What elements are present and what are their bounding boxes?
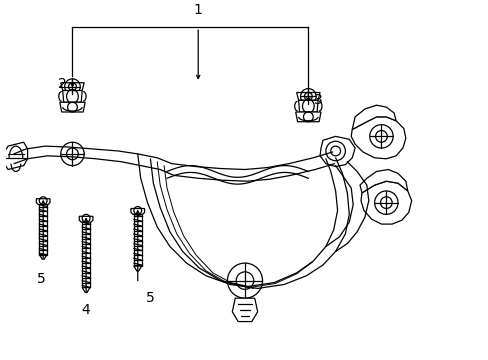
Polygon shape (319, 136, 354, 167)
Polygon shape (134, 266, 142, 271)
Polygon shape (4, 142, 27, 170)
Text: 5: 5 (37, 272, 45, 286)
Polygon shape (131, 208, 144, 214)
Text: 1: 1 (193, 4, 202, 17)
Polygon shape (359, 170, 407, 193)
Polygon shape (295, 112, 320, 122)
Polygon shape (39, 254, 47, 259)
Polygon shape (296, 93, 319, 100)
Polygon shape (232, 298, 257, 321)
Polygon shape (298, 100, 318, 112)
Polygon shape (79, 216, 93, 222)
Polygon shape (61, 83, 84, 91)
Text: 3: 3 (313, 93, 322, 107)
Text: 4: 4 (81, 303, 90, 317)
Text: 2: 2 (58, 77, 67, 91)
Polygon shape (36, 199, 50, 204)
Polygon shape (60, 102, 85, 112)
Polygon shape (82, 287, 90, 292)
Polygon shape (350, 117, 405, 159)
Text: 5: 5 (146, 291, 155, 305)
Polygon shape (62, 91, 82, 102)
Polygon shape (351, 105, 395, 130)
Polygon shape (360, 181, 411, 224)
